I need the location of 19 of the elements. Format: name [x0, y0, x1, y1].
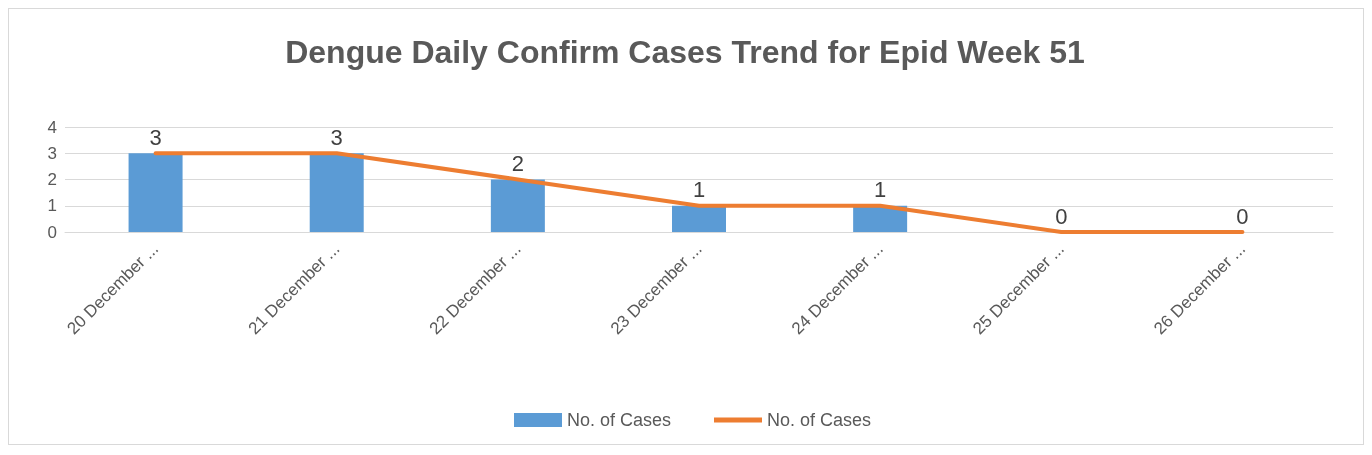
data-label: 3 — [149, 124, 162, 150]
y-tick-label: 0 — [47, 222, 57, 242]
legend-label: No. of Cases — [767, 410, 872, 430]
bar — [128, 153, 183, 232]
data-label: 0 — [1055, 203, 1068, 229]
bar — [672, 205, 726, 232]
legend-label: No. of Cases — [567, 410, 672, 430]
y-tick-label: 3 — [47, 143, 57, 163]
bar — [490, 179, 545, 232]
data-label: 3 — [330, 124, 343, 150]
y-tick-label: 4 — [47, 117, 57, 137]
data-label: 1 — [874, 177, 887, 203]
data-label: 2 — [511, 151, 524, 176]
bar — [309, 153, 364, 232]
data-label: 1 — [692, 177, 706, 203]
y-tick-label: 1 — [47, 196, 57, 216]
chart-title: Dengue Daily Confirm Cases Trend for Epid Week 51 — [285, 34, 1085, 70]
y-tick-label: 2 — [47, 170, 57, 189]
data-label: 0 — [1236, 203, 1249, 229]
